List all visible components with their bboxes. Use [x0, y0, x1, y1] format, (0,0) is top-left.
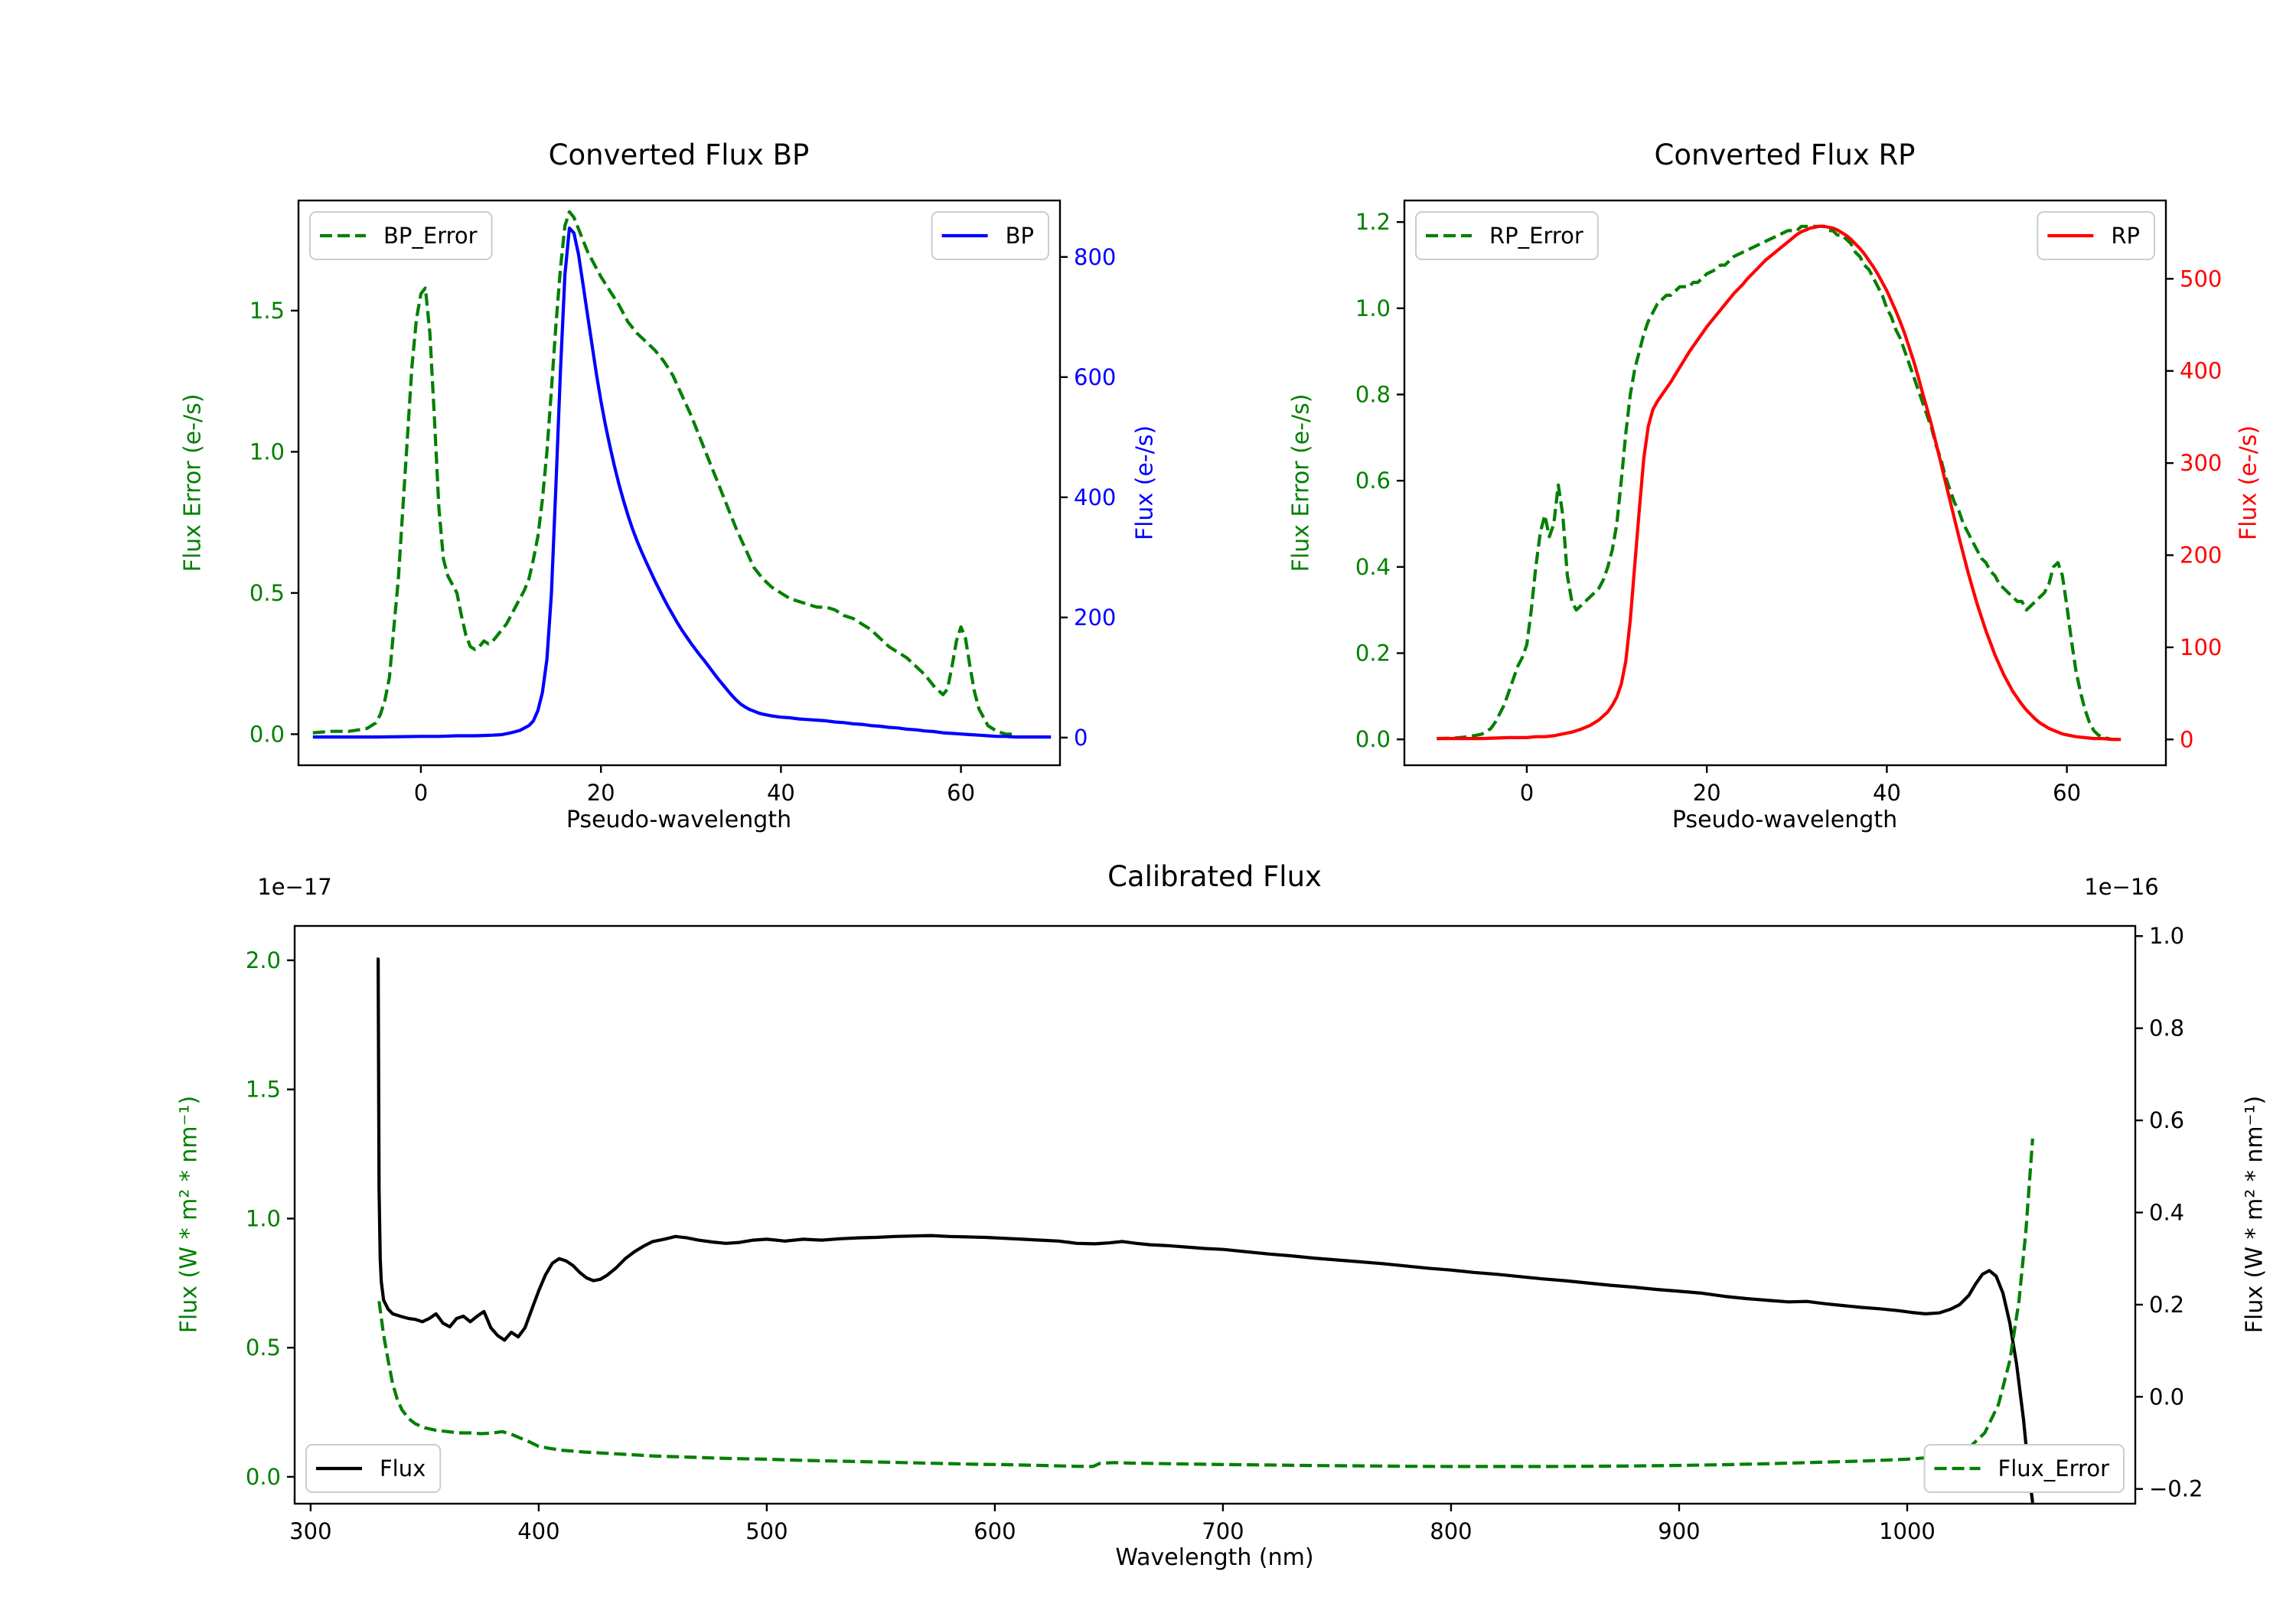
bp-right-ylabel: Flux (e-/s)	[1131, 425, 1159, 541]
left-tick-label: 0.0	[1355, 726, 1391, 752]
legend-label: RP_Error	[1489, 223, 1583, 249]
left-tick-label: 2.0	[246, 947, 281, 973]
flux-series	[377, 957, 2034, 1504]
legend-box	[309, 211, 493, 260]
right-axis-offset-text: 1e−16	[2084, 874, 2159, 900]
bp-plot: 0 20 40 60 0.0 0.5 1.0 1.5 0 200 400 600 800 BP_Error…	[249, 199, 1116, 806]
right-tick-label: 0.2	[2149, 1292, 2184, 1318]
right-tick-label: 800	[1074, 244, 1116, 270]
legend-label: RP	[2111, 223, 2140, 249]
legend-label: Flux	[380, 1455, 426, 1482]
left-tick-label: 0.0	[249, 721, 285, 747]
right-tick-label: 0.6	[2149, 1107, 2184, 1133]
legend-box	[1923, 1444, 2125, 1493]
rp-title: Converted Flux RP	[1654, 139, 1916, 171]
rp-error-series	[1437, 224, 2122, 742]
x-tick-label: 800	[1430, 1518, 1472, 1544]
bp-left-ylabel: Flux Error (e-/s)	[179, 393, 207, 572]
x-tick-label: 1000	[1879, 1518, 1936, 1544]
x-tick-label: 500	[745, 1518, 788, 1544]
rp-plot: 0 20 40 60 0.0 0.2 0.4 0.6 0.8 1.0 1.2 0 100 200 300 40…	[1355, 199, 2222, 806]
left-tick-label: 0.8	[1355, 382, 1391, 408]
left-tick-label: 1.0	[249, 438, 285, 464]
legend-label: BP	[1006, 223, 1034, 249]
right-tick-label: 300	[2180, 450, 2222, 476]
bp-axes-frame	[297, 199, 1062, 767]
bp-title: Converted Flux BP	[548, 139, 810, 171]
left-tick-label: 0.5	[249, 580, 285, 606]
flux-error-legend: Flux_Error	[1923, 1444, 2125, 1493]
x-tick-label: 20	[587, 780, 615, 806]
legend-label: BP_Error	[383, 223, 478, 249]
right-tick-label: 400	[2180, 358, 2222, 384]
right-tick-label: 600	[1074, 364, 1116, 390]
x-tick-label: 900	[1658, 1518, 1700, 1544]
x-tick-label: 400	[517, 1518, 559, 1544]
right-tick-label: 200	[2180, 543, 2222, 569]
calibrated-title: Calibrated Flux	[1107, 860, 1322, 893]
flux-error-series	[377, 1138, 2034, 1468]
flux-legend: Flux	[305, 1444, 442, 1493]
x-tick-label: 20	[1693, 780, 1721, 806]
right-tick-label: 0.4	[2149, 1199, 2184, 1225]
x-tick-label: 600	[974, 1518, 1016, 1544]
rp-error-legend: RP_Error	[1415, 211, 1599, 260]
right-tick-label: 200	[1074, 605, 1116, 631]
legend-box	[2037, 211, 2155, 260]
bp-error-series	[312, 210, 1016, 736]
rp-left-ylabel: Flux Error (e-/s)	[1287, 393, 1315, 572]
left-tick-label: 1.5	[249, 298, 285, 324]
x-tick-label: 60	[2053, 780, 2081, 806]
left-tick-label: 1.0	[246, 1205, 281, 1231]
left-tick-label: 0.0	[246, 1464, 281, 1490]
right-tick-label: 100	[2180, 634, 2222, 660]
rp-right-ylabel: Flux (e-/s)	[2235, 425, 2262, 541]
left-axis-offset-text: 1e−17	[257, 874, 332, 900]
left-tick-label: 0.2	[1355, 641, 1391, 667]
right-tick-label: −0.2	[2149, 1476, 2203, 1502]
x-tick-label: 0	[414, 780, 428, 806]
left-tick-label: 0.5	[246, 1335, 281, 1361]
right-tick-label: 400	[1074, 484, 1116, 510]
calibrated-plot: 300 400 500 600 700 800 900 1000 0.0 0.5 1.0 1.5 2.0…	[246, 923, 2203, 1544]
left-tick-label: 0.4	[1355, 554, 1391, 580]
x-tick-label: 700	[1202, 1518, 1244, 1544]
right-tick-label: 0	[2180, 726, 2193, 752]
rp-flux-series	[1437, 224, 2122, 742]
x-tick-label: 40	[1873, 780, 1901, 806]
bp-flux-series	[312, 227, 1052, 739]
x-tick-label: 0	[1520, 780, 1534, 806]
left-tick-label: 1.2	[1355, 209, 1391, 235]
right-tick-label: 1.0	[2149, 923, 2184, 949]
x-tick-label: 300	[289, 1518, 331, 1544]
calibrated-axes-frame	[293, 924, 2137, 1505]
right-tick-label: 0.8	[2149, 1015, 2184, 1041]
left-tick-label: 1.0	[1355, 295, 1391, 321]
left-tick-label: 0.6	[1355, 468, 1391, 494]
right-tick-label: 0	[1074, 725, 1088, 751]
rp-flux-legend: RP	[2037, 211, 2155, 260]
legend-box	[1415, 211, 1599, 260]
right-tick-label: 0.0	[2149, 1384, 2184, 1410]
bp-flux-legend: BP	[931, 211, 1049, 260]
x-tick-label: 60	[947, 780, 975, 806]
left-tick-label: 1.5	[246, 1077, 281, 1103]
bp-error-legend: BP_Error	[309, 211, 493, 260]
calibrated-right-ylabel: Flux (W * m² * nm⁻¹)	[2241, 1095, 2268, 1334]
rp-xlabel: Pseudo-wavelength	[1671, 807, 1898, 833]
right-tick-label: 500	[2180, 266, 2222, 292]
x-tick-label: 40	[767, 780, 795, 806]
legend-box	[305, 1444, 442, 1493]
bp-xlabel: Pseudo-wavelength	[566, 807, 792, 833]
rp-axes-frame	[1403, 199, 2167, 767]
calibrated-left-ylabel: Flux (W * m² * nm⁻¹)	[175, 1095, 203, 1334]
legend-box	[931, 211, 1049, 260]
calibrated-xlabel: Wavelength (nm)	[1115, 1544, 1314, 1571]
legend-label: Flux_Error	[1998, 1455, 2110, 1482]
